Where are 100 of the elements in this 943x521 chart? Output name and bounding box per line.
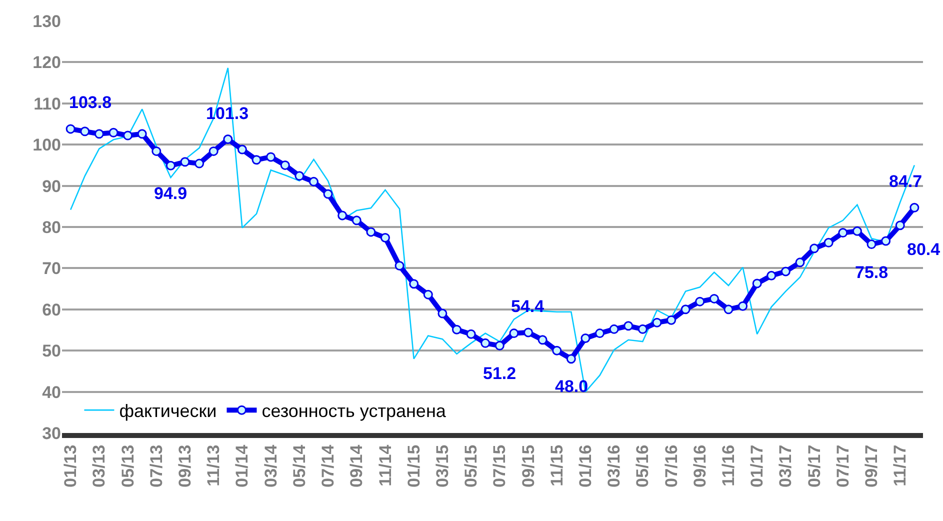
y-tick-label: 80: [42, 218, 61, 237]
x-tick-label: 03/15: [432, 444, 452, 488]
x-tick-label: 09/16: [690, 444, 710, 488]
point: [780, 266, 790, 276]
point: [380, 232, 390, 242]
y-tick-label: 50: [42, 342, 61, 361]
point: [752, 278, 762, 288]
legend-label: сезонность устранена: [262, 401, 447, 422]
point: [766, 270, 776, 280]
y-tick-label: 70: [42, 259, 61, 278]
x-tick-label: 05/15: [462, 444, 481, 488]
point: [152, 146, 162, 156]
point: [66, 124, 76, 134]
point: [609, 324, 619, 334]
point: [580, 333, 590, 343]
point: [409, 279, 419, 289]
x-tick-label: 01/16: [576, 444, 595, 488]
point: [223, 134, 233, 144]
point: [866, 240, 876, 250]
point: [566, 354, 576, 364]
point: [137, 129, 147, 139]
x-tick-label: 11/14: [376, 444, 395, 486]
point: [194, 158, 204, 168]
point: [480, 338, 490, 348]
y-tick-label: 120: [32, 53, 61, 72]
y-tick-label: 30: [42, 424, 61, 443]
data-label: 103.8: [69, 93, 112, 112]
point: [824, 238, 834, 248]
x-tick-label: 07/16: [662, 444, 681, 488]
x-tick-label: 11/16: [719, 444, 738, 486]
point: [466, 329, 476, 339]
x-tick-label: 01/14: [232, 444, 252, 488]
point: [524, 328, 534, 338]
point: [294, 171, 304, 181]
y-tick-label: 90: [42, 176, 61, 196]
point: [881, 236, 891, 246]
point: [280, 160, 290, 170]
x-tick-label: 11/17: [890, 444, 910, 486]
legend-label: фактически: [119, 401, 217, 422]
point: [94, 129, 104, 139]
x-tick-label: 03/17: [776, 444, 796, 488]
x-tick-label: 05/16: [633, 444, 652, 488]
point: [494, 340, 504, 350]
point: [738, 301, 748, 311]
x-tick-label: 11/13: [204, 444, 224, 486]
x-tick-label: 07/17: [833, 444, 852, 488]
x-tick-label: 09/15: [518, 444, 538, 488]
point: [895, 220, 905, 230]
point: [538, 335, 548, 345]
x-tick-label: 01/15: [404, 444, 424, 488]
point: [366, 227, 376, 237]
x-tick-label: 03/16: [604, 444, 624, 488]
y-tick-label: 60: [42, 300, 61, 320]
point: [180, 157, 190, 167]
x-tick-label: 01/17: [748, 444, 767, 488]
point: [80, 126, 90, 136]
point: [352, 216, 362, 226]
x-tick-label: 03/14: [261, 444, 280, 488]
point: [394, 260, 404, 270]
point: [666, 315, 676, 325]
x-tick-label: 05/14: [290, 444, 309, 488]
x-tick-label: 05/13: [118, 444, 138, 488]
point: [108, 128, 118, 138]
point: [452, 324, 462, 334]
point: [680, 304, 690, 314]
point: [652, 318, 662, 328]
point: [638, 324, 648, 334]
point: [595, 328, 605, 338]
point: [695, 296, 705, 306]
data-label: 51.2: [483, 364, 516, 383]
data-label: 75.8: [855, 263, 888, 282]
point: [709, 294, 719, 304]
point: [795, 258, 805, 268]
point: [423, 290, 433, 300]
y-tick-label: 100: [32, 136, 61, 155]
data-label: 54.4: [511, 297, 545, 316]
data-label: 94.9: [154, 184, 188, 203]
data-label: 80.4: [907, 240, 941, 259]
x-tick-label: 07/13: [146, 444, 166, 488]
x-tick-label: 09/17: [862, 444, 882, 488]
point: [252, 155, 262, 165]
point: [438, 308, 448, 318]
x-tick-label: 05/17: [804, 444, 824, 488]
point: [624, 321, 634, 331]
point: [166, 160, 176, 170]
point: [208, 146, 218, 156]
x-tick-label: 07/15: [490, 444, 510, 488]
point: [724, 304, 734, 314]
point: [552, 346, 562, 356]
x-tick-label: 09/13: [176, 444, 195, 488]
point: [237, 144, 247, 154]
x-tick-label: 11/15: [547, 444, 566, 486]
y-tick-label: 110: [34, 94, 61, 114]
point: [852, 226, 862, 236]
x-tick-label: 09/14: [347, 444, 366, 488]
point: [910, 202, 920, 212]
point: [323, 189, 333, 199]
x-tick-label: 07/14: [318, 444, 338, 488]
point: [509, 328, 519, 338]
point: [838, 228, 848, 238]
